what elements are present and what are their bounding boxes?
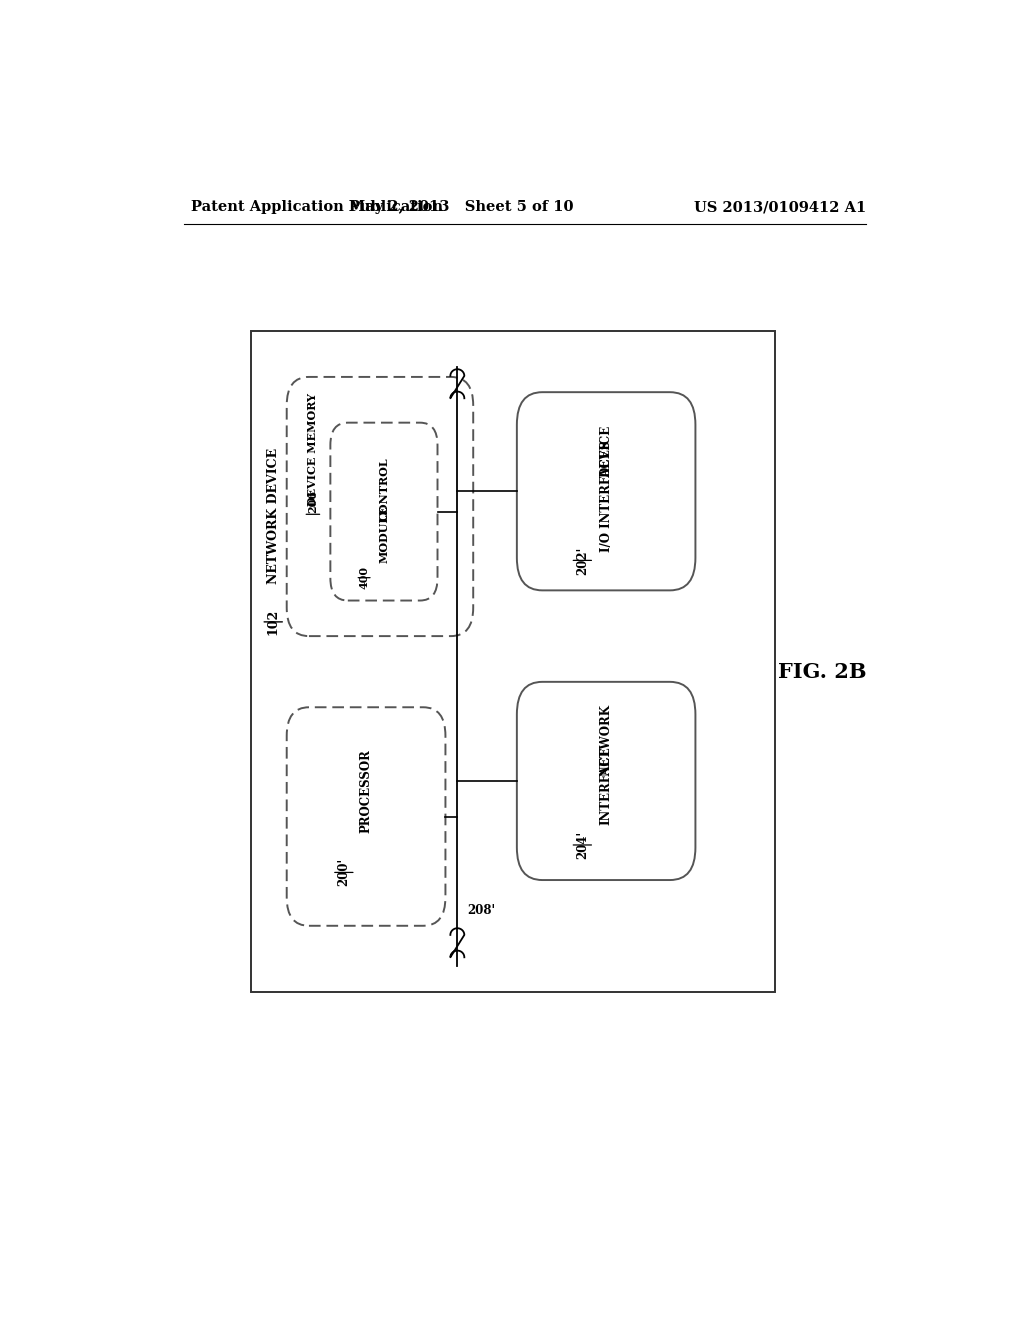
Text: I/O INTERFACES: I/O INTERFACES — [600, 441, 612, 552]
Text: NETWORK DEVICE: NETWORK DEVICE — [266, 447, 280, 585]
Text: 202': 202' — [575, 546, 589, 574]
Text: 208': 208' — [468, 904, 496, 917]
Text: 200': 200' — [337, 858, 350, 887]
FancyBboxPatch shape — [517, 392, 695, 590]
FancyBboxPatch shape — [287, 378, 473, 636]
Text: MODULE: MODULE — [379, 506, 389, 562]
Text: DEVICE MEMORY: DEVICE MEMORY — [307, 393, 318, 506]
FancyBboxPatch shape — [331, 422, 437, 601]
Text: PROCESSOR: PROCESSOR — [359, 750, 373, 833]
Text: DEVICE: DEVICE — [600, 425, 612, 477]
Bar — [251, 331, 775, 991]
FancyBboxPatch shape — [287, 708, 445, 925]
Text: FIG. 2B: FIG. 2B — [778, 661, 866, 681]
Text: INTERFACE: INTERFACE — [600, 747, 612, 825]
Text: Patent Application Publication: Patent Application Publication — [191, 201, 443, 214]
Text: 102: 102 — [266, 609, 280, 635]
FancyBboxPatch shape — [517, 682, 695, 880]
Text: NETWORK: NETWORK — [600, 705, 612, 776]
Text: 400: 400 — [358, 566, 370, 589]
Text: CONTROL: CONTROL — [379, 458, 389, 521]
Text: US 2013/0109412 A1: US 2013/0109412 A1 — [694, 201, 866, 214]
Text: 204': 204' — [575, 830, 589, 859]
Text: May 2, 2013   Sheet 5 of 10: May 2, 2013 Sheet 5 of 10 — [349, 201, 573, 214]
Text: 206: 206 — [307, 490, 318, 513]
